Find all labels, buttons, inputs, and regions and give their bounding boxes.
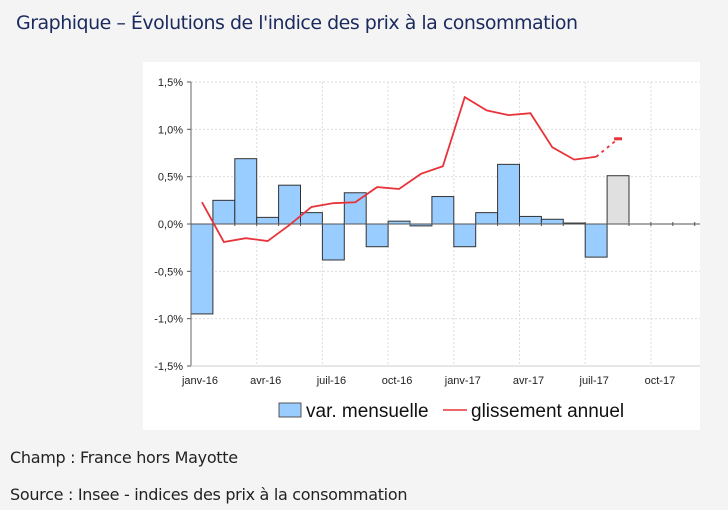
legend-label-line: glissement annuel	[471, 401, 624, 422]
bar-2016-03	[234, 158, 258, 225]
y-tick-label: 0,0%	[158, 219, 183, 231]
legend-label-bar: var. mensuelle	[306, 401, 429, 422]
x-tick-label: oct-17	[645, 375, 676, 387]
y-tick-label: -1,5%	[154, 361, 183, 373]
x-tick-label: avr-16	[250, 375, 281, 387]
bar-2017-03	[497, 163, 521, 225]
bar-2016-07	[321, 223, 345, 261]
x-tick-label: juil-17	[579, 375, 609, 387]
bar-2017-05	[540, 218, 564, 225]
bar-2017-01	[453, 223, 477, 248]
chart-title: Graphique – Évolutions de l'indice des p…	[16, 12, 578, 34]
y-tick-label: 1,0%	[158, 124, 183, 136]
y-tick-label: -0,5%	[154, 266, 183, 278]
scope-note: Champ : France hors Mayotte	[10, 448, 238, 467]
x-tick-label: oct-16	[382, 375, 413, 387]
x-tick-label: janv-16	[181, 375, 218, 387]
bar-2016-01	[190, 223, 214, 315]
line-glissement-provisional	[595, 138, 619, 158]
y-tick-label: -1,0%	[154, 314, 183, 326]
x-tick-label: janv-17	[444, 375, 481, 387]
x-tick-label: juil-16	[316, 375, 346, 387]
line-glissement-annuel	[201, 95, 597, 243]
bar-2017-02	[475, 212, 499, 225]
bar-2016-09	[365, 223, 389, 248]
legend-swatch-bar	[278, 402, 302, 418]
source-note: Source : Insee - indices des prix à la c…	[10, 485, 408, 504]
y-tick-label: 1,5%	[158, 77, 183, 89]
x-tick-label: avr-17	[513, 375, 544, 387]
bar-2016-04	[256, 216, 280, 225]
bar-2017-07	[584, 223, 608, 258]
bar-2017-04	[519, 215, 542, 225]
bar-2016-12	[431, 196, 455, 225]
bar-2017-08	[606, 175, 630, 225]
y-tick-label: 0,5%	[158, 172, 183, 184]
bar-2016-02	[212, 199, 236, 225]
